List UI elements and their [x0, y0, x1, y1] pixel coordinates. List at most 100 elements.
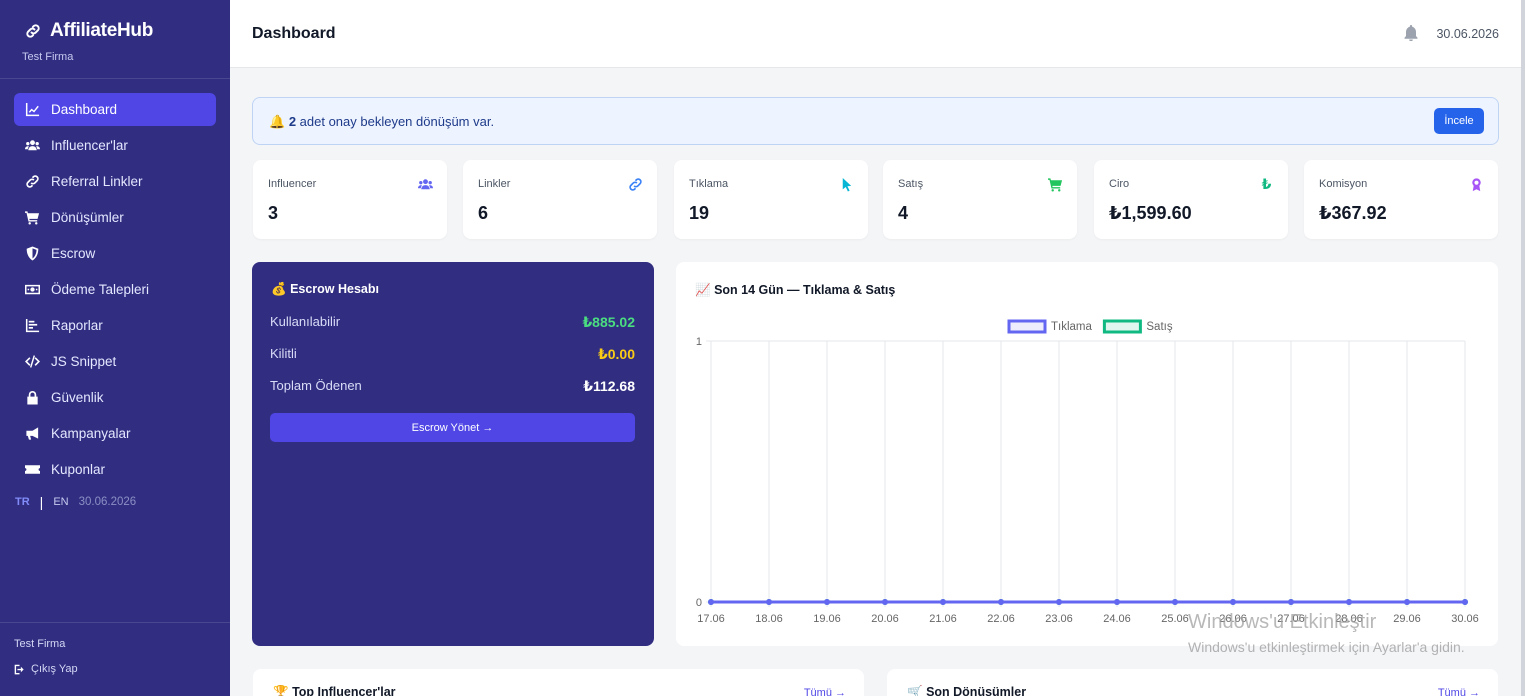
top-influencers-title-text: Top Influencer'lar	[292, 685, 396, 696]
top-influencers-title: 🏆 Top Influencer'lar	[273, 685, 396, 696]
sidebar-item-conversions[interactable]: Dönüşümler	[14, 201, 216, 234]
data-point	[1346, 599, 1352, 605]
escrow-paid-label: Toplam Ödenen	[270, 378, 362, 393]
lang-separator: |	[39, 494, 44, 510]
data-point	[1288, 599, 1294, 605]
escrow-paid-value: ₺112.68	[583, 378, 635, 394]
x-tick-label: 29.06	[1393, 613, 1421, 625]
brand-logo[interactable]: AffiliateHub	[24, 20, 230, 42]
money-bag-icon: 💰	[271, 282, 287, 296]
shield-icon	[25, 246, 40, 261]
sidebar-item-label: Kampanyalar	[51, 426, 131, 441]
trophy-icon: 🏆	[273, 685, 289, 696]
sidebar-item-referral-links[interactable]: Referral Linkler	[14, 165, 216, 198]
users-icon	[418, 177, 433, 192]
bar-chart-icon	[25, 318, 40, 333]
chart-title-text: Son 14 Gün — Tıklama & Satış	[714, 283, 896, 297]
cart-icon	[25, 210, 40, 225]
review-button[interactable]: İncele	[1434, 108, 1484, 134]
data-point	[1404, 599, 1410, 605]
code-icon	[25, 354, 40, 369]
sidebar-item-coupons[interactable]: Kuponlar	[14, 453, 216, 486]
sidebar-item-campaigns[interactable]: Kampanyalar	[14, 417, 216, 450]
data-point	[882, 599, 888, 605]
legend-swatch	[1102, 319, 1142, 334]
header-date: 30.06.2026	[1436, 27, 1499, 41]
stat-card-commission: Komisyon ₺367.92	[1304, 160, 1498, 239]
escrow-locked-value: ₺0.00	[598, 346, 635, 362]
money-icon	[25, 282, 40, 297]
stat-label: Linkler	[478, 178, 511, 190]
megaphone-icon	[25, 426, 40, 441]
sidebar-item-reports[interactable]: Raporlar	[14, 309, 216, 342]
lang-en[interactable]: EN	[53, 496, 69, 508]
scrollbar[interactable]	[1521, 0, 1525, 696]
logout-button[interactable]: Çıkış Yap	[14, 663, 230, 675]
x-tick-label: 27.06	[1277, 613, 1305, 625]
stat-value: ₺1,599.60	[1109, 203, 1192, 223]
stat-label: Komisyon	[1319, 178, 1368, 190]
pointer-icon	[839, 177, 854, 192]
stat-card-revenue: Ciro ₺1,599.60 ₺	[1094, 160, 1288, 239]
bell-icon: 🔔	[269, 114, 286, 129]
legend-label: Tıklama	[1051, 321, 1093, 333]
manage-escrow-button[interactable]: Escrow Yönet →	[270, 413, 635, 442]
cart-icon: 🛒	[907, 685, 923, 696]
users-icon	[25, 138, 40, 153]
stat-card-clicks: Tıklama 19	[674, 160, 868, 239]
sidebar-footer: Test Firma Çıkış Yap	[0, 622, 230, 675]
y-tick-label: 0	[696, 597, 702, 609]
view-all-link[interactable]: Tümü →	[1437, 687, 1480, 696]
bell-icon[interactable]	[1403, 25, 1419, 41]
stat-value: 4	[898, 203, 909, 223]
language-switcher: TR | EN 30.06.2026	[15, 494, 136, 510]
sidebar-date: 30.06.2026	[78, 496, 137, 508]
sidebar-item-influencers[interactable]: Influencer'lar	[14, 129, 216, 162]
sidebar-item-js-snippet[interactable]: JS Snippet	[14, 345, 216, 378]
footer-company: Test Firma	[14, 638, 66, 650]
sidebar-item-label: Dönüşümler	[51, 210, 124, 225]
link-icon	[25, 174, 40, 189]
lock-icon	[25, 390, 40, 405]
pending-conversions-alert: 🔔 2 adet onay bekleyen dönüşüm var. İnce…	[252, 97, 1499, 145]
escrow-panel: 💰 Escrow Hesabı Kullanılabilir ₺885.02 K…	[252, 262, 654, 646]
line-chart: 17.06 18.06 19.06 20.06 21.06 22.06 23.06 24.06…	[696, 319, 1479, 625]
sidebar-item-label: Influencer'lar	[51, 138, 128, 153]
link-icon	[628, 177, 643, 192]
sidebar-item-label: Referral Linkler	[51, 174, 143, 189]
recent-conversions-card: 🛒 Son Dönüşümler Tümü →	[887, 669, 1498, 696]
sidebar-nav: Dashboard Influencer'lar Referral Linkle…	[14, 93, 216, 489]
topbar: Dashboard 30.06.2026	[230, 0, 1525, 68]
stat-card-sales: Satış 4	[883, 160, 1077, 239]
escrow-title: 💰 Escrow Hesabı	[271, 282, 379, 297]
sidebar-item-escrow[interactable]: Escrow	[14, 237, 216, 270]
stat-label: Influencer	[268, 178, 317, 190]
activation-watermark-title: Windows'u Etkinleştir	[1188, 611, 1377, 633]
data-point	[1056, 599, 1062, 605]
lang-tr[interactable]: TR	[15, 496, 30, 508]
page-title: Dashboard	[252, 25, 336, 42]
sidebar-item-payout-requests[interactable]: Ödeme Talepleri	[14, 273, 216, 306]
data-point	[766, 599, 772, 605]
sidebar-item-label: Güvenlik	[51, 390, 104, 405]
data-point	[1114, 599, 1120, 605]
chart-line-icon	[25, 102, 40, 117]
escrow-locked-label: Kilitli	[270, 346, 297, 361]
data-point	[824, 599, 830, 605]
link-icon	[26, 24, 40, 38]
view-all-link[interactable]: Tümü →	[803, 687, 846, 696]
sidebar-item-dashboard[interactable]: Dashboard	[14, 93, 216, 126]
stat-value: ₺367.92	[1319, 203, 1387, 223]
x-tick-label: 24.06	[1103, 613, 1131, 625]
x-tick-label: 28.06	[1335, 613, 1363, 625]
stat-card-influencer: Influencer 3	[253, 160, 447, 239]
brand: AffiliateHub Test Firma	[0, 0, 230, 79]
ticket-icon	[25, 462, 40, 477]
top-influencers-card: 🏆 Top Influencer'lar Tümü →	[253, 669, 864, 696]
chart-panel: 📈 Son 14 Gün — Tıklama & Satış 17.06 18.0…	[676, 262, 1498, 646]
data-point	[1172, 599, 1178, 605]
stat-card-links: Linkler 6	[463, 160, 657, 239]
x-tick-label: 23.06	[1045, 613, 1073, 625]
sidebar-item-security[interactable]: Güvenlik	[14, 381, 216, 414]
stat-value: 3	[268, 203, 279, 223]
